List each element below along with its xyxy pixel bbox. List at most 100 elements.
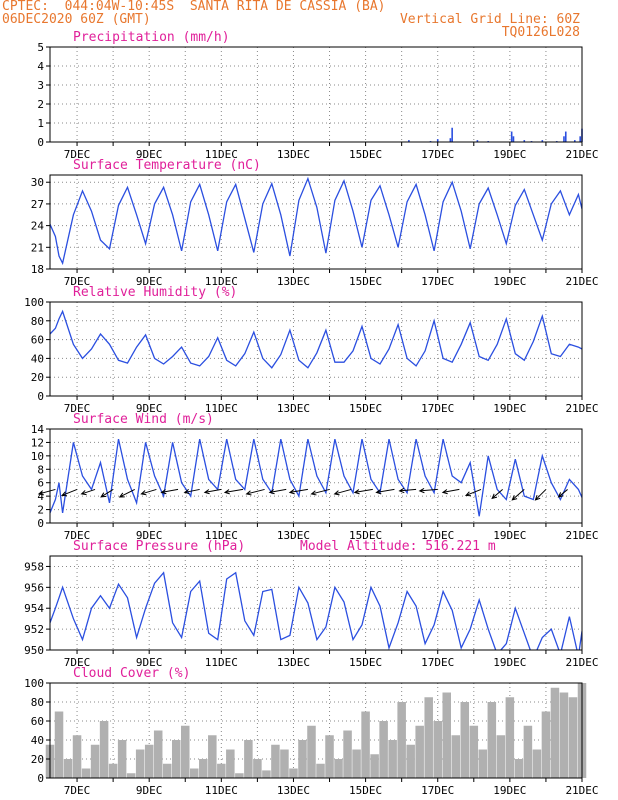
y-tick-label: 20 bbox=[31, 371, 44, 384]
precipitation-mm-h-bar bbox=[512, 136, 515, 142]
x-tick-label: 11DEC bbox=[205, 784, 238, 797]
surface-temperature-nc-frame bbox=[49, 174, 583, 270]
cloud-cover-bar bbox=[153, 730, 163, 778]
x-tick-label: 21DEC bbox=[565, 275, 598, 288]
cloud-cover-bar bbox=[397, 702, 406, 778]
x-tick-label: 9DEC bbox=[136, 148, 163, 161]
x-tick-label: 17DEC bbox=[421, 402, 454, 415]
wind-vector bbox=[418, 487, 438, 494]
surface-pressure-hpa-subtitle: Model Altitude: 516.221 m bbox=[300, 539, 496, 554]
y-tick-label: 10 bbox=[31, 450, 44, 463]
cloud-cover-bar bbox=[271, 744, 280, 778]
wind-vector bbox=[534, 489, 547, 501]
y-tick-label: 18 bbox=[31, 263, 44, 276]
x-tick-label: 13DEC bbox=[277, 402, 310, 415]
wind-vector bbox=[333, 488, 352, 496]
precipitation-mm-h-title: Precipitation (mm/h) bbox=[73, 30, 230, 45]
surface-temperature-nc-title: Surface Temperature (nC) bbox=[73, 158, 261, 173]
x-tick-label: 9DEC bbox=[136, 529, 163, 542]
cloud-cover-panel: Cloud Cover (%) 0 20 40 60 80 100 7DEC 9DEC 11DEC… bbox=[24, 666, 598, 797]
x-tick-label: 11DEC bbox=[205, 148, 238, 161]
y-tick-label: 950 bbox=[24, 644, 44, 657]
wind-vector bbox=[203, 488, 222, 495]
y-tick-label: 100 bbox=[24, 677, 44, 690]
x-tick-label: 21DEC bbox=[565, 529, 598, 542]
cloud-cover-bar bbox=[496, 735, 506, 778]
cloud-cover-bar bbox=[559, 692, 569, 778]
cloud-cover-bar bbox=[253, 759, 262, 778]
y-tick-label: 3 bbox=[37, 79, 44, 92]
precipitation-mm-h-bar bbox=[408, 140, 410, 142]
cloud-cover-bar bbox=[226, 749, 235, 778]
y-tick-label: 21 bbox=[31, 241, 44, 254]
x-tick-label: 17DEC bbox=[421, 656, 454, 669]
x-tick-label: 15DEC bbox=[349, 656, 382, 669]
surface-pressure-hpa-title: Surface Pressure (hPa) bbox=[73, 539, 245, 554]
header-station: CPTEC: 044:04W-10:45S SANTA RITA DE CASS… bbox=[2, 0, 386, 14]
x-tick-label: 7DEC bbox=[64, 148, 91, 161]
cloud-cover-bar bbox=[235, 773, 244, 778]
precipitation-mm-h-bar bbox=[476, 140, 479, 142]
x-tick-label: 13DEC bbox=[277, 784, 310, 797]
x-tick-label: 11DEC bbox=[205, 529, 238, 542]
x-tick-label: 19DEC bbox=[493, 656, 526, 669]
cloud-cover-bar bbox=[352, 749, 361, 778]
wind-vector bbox=[160, 488, 179, 495]
cloud-cover-bar bbox=[90, 744, 100, 778]
wind-vector bbox=[288, 488, 308, 495]
precipitation-mm-h-bar bbox=[510, 131, 513, 142]
wind-vector bbox=[310, 488, 330, 496]
y-tick-label: 5 bbox=[37, 41, 44, 54]
x-tick-label: 17DEC bbox=[421, 784, 454, 797]
precipitation-mm-h-bar bbox=[449, 138, 452, 142]
cloud-cover-bar bbox=[180, 725, 190, 778]
precipitation-mm-h-bar bbox=[523, 140, 526, 142]
x-tick-label: 17DEC bbox=[421, 275, 454, 288]
x-tick-label: 17DEC bbox=[421, 529, 454, 542]
precipitation-mm-h-bar bbox=[451, 127, 453, 142]
x-tick-label: 7DEC bbox=[64, 784, 91, 797]
y-tick-label: 12 bbox=[31, 436, 44, 449]
wind-vector bbox=[268, 488, 287, 495]
header-grid-line: Vertical Grid Line: 60Z bbox=[399, 12, 580, 27]
x-tick-label: 21DEC bbox=[565, 784, 598, 797]
header-run-date: 06DEC2020 60Z (GMT) bbox=[2, 12, 151, 27]
x-tick-label: 15DEC bbox=[349, 275, 382, 288]
precipitation-mm-h-bar bbox=[563, 136, 565, 142]
y-tick-label: 80 bbox=[31, 315, 44, 328]
wind-vector bbox=[60, 488, 78, 497]
wind-vector bbox=[441, 488, 460, 495]
y-tick-label: 4 bbox=[37, 60, 44, 73]
cloud-cover-bar bbox=[568, 697, 578, 778]
y-tick-label: 954 bbox=[24, 602, 44, 615]
relative-humidity-line bbox=[50, 309, 582, 369]
x-tick-label: 9DEC bbox=[136, 656, 163, 669]
cloud-cover-bar bbox=[72, 735, 82, 778]
precipitation-mm-h-bar bbox=[541, 140, 544, 142]
cloud-cover-bar bbox=[171, 740, 181, 778]
cloud-cover-bar bbox=[514, 759, 524, 778]
wind-vector bbox=[398, 487, 417, 494]
cloud-cover-bar bbox=[388, 740, 397, 778]
wind-vector bbox=[511, 489, 525, 501]
cloud-cover-bar bbox=[244, 740, 253, 778]
cloud-cover-bar bbox=[523, 725, 533, 778]
x-tick-label: 17DEC bbox=[421, 148, 454, 161]
x-tick-label: 21DEC bbox=[565, 402, 598, 415]
x-tick-label: 19DEC bbox=[493, 275, 526, 288]
y-tick-label: 80 bbox=[31, 696, 44, 709]
precipitation-mm-h-panel: Precipitation (mm/h) 0 1 2 3 4 5 7DEC 9DEC 11DEC 1… bbox=[37, 30, 598, 161]
y-tick-label: 40 bbox=[31, 352, 44, 365]
y-tick-label: 14 bbox=[31, 423, 45, 436]
cloud-cover-bar bbox=[442, 692, 452, 778]
cloud-cover-bar bbox=[108, 763, 118, 778]
surface-pressure-hpa-panel: Surface Pressure (hPa) Model Altitude: 51… bbox=[24, 539, 598, 669]
y-tick-label: 0 bbox=[37, 517, 44, 530]
x-tick-label: 9DEC bbox=[136, 275, 163, 288]
cloud-cover-bar bbox=[379, 721, 388, 778]
cloud-cover-bar bbox=[144, 744, 154, 778]
x-tick-label: 19DEC bbox=[493, 784, 526, 797]
x-tick-label: 11DEC bbox=[205, 402, 238, 415]
